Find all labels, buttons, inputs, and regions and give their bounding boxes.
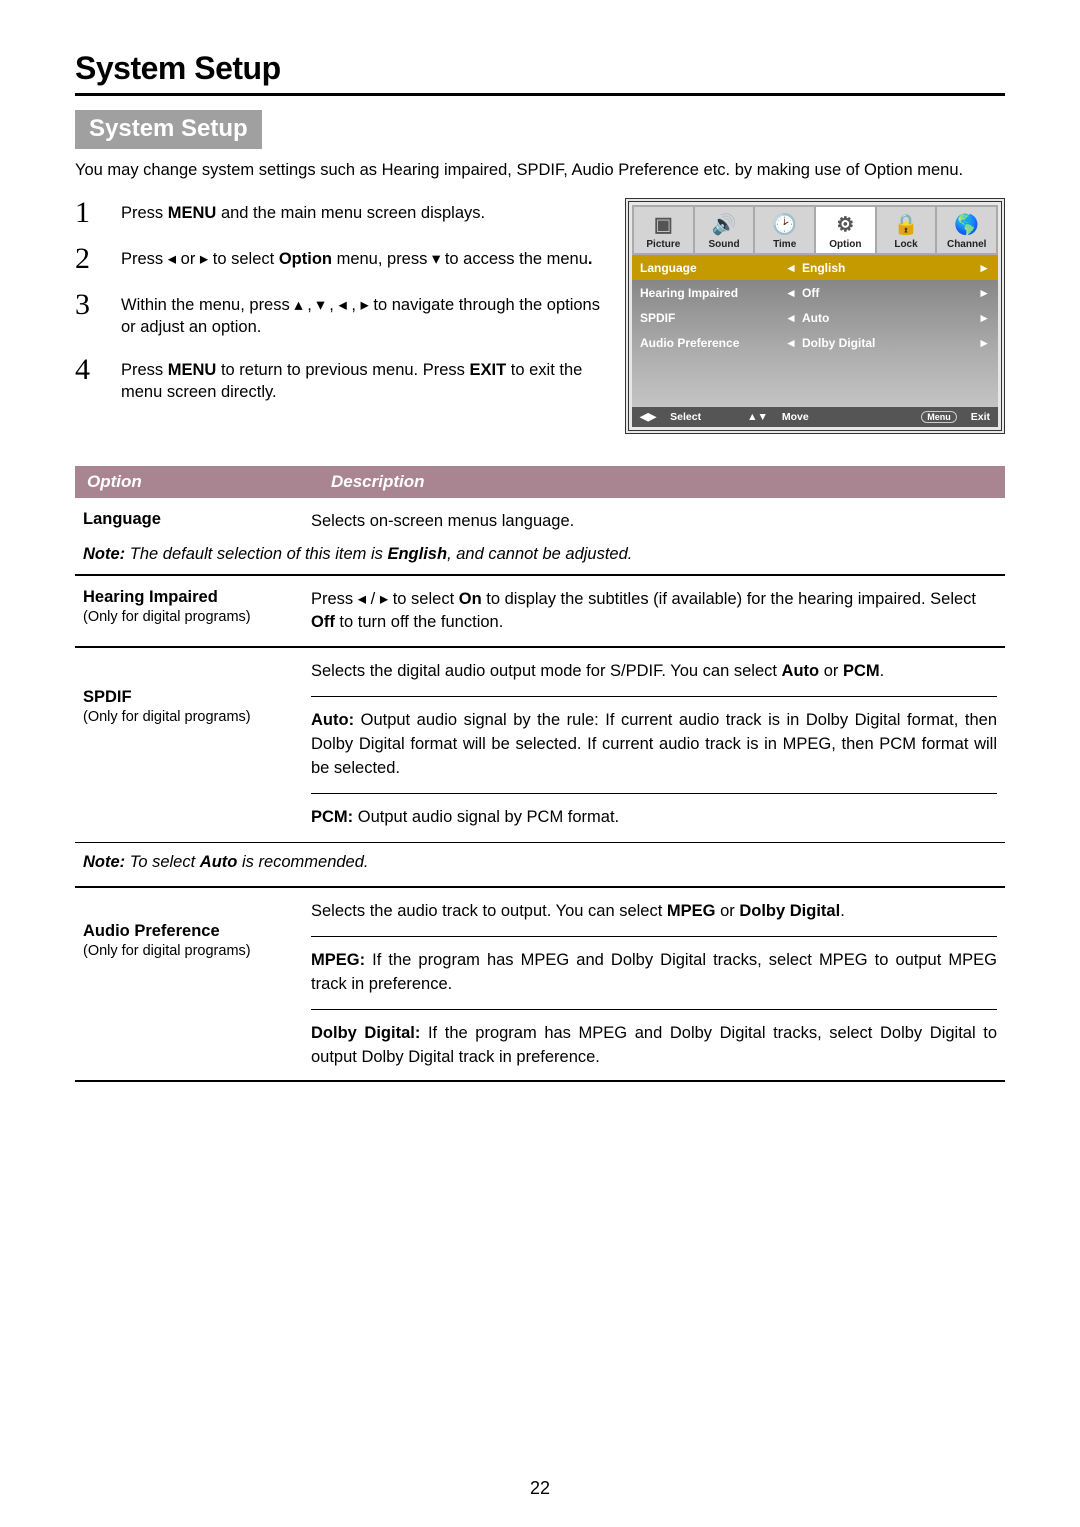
osd-row: SPDIF ◄ Auto ► [632,305,998,330]
osd-tab-channel: 🌎Channel [937,207,996,253]
osd-body: Language ◄ English ►Hearing Impaired ◄ O… [632,255,998,355]
picture-icon: ▣ [634,211,693,239]
step-text: Press ◂ or ▸ to select Option menu, pres… [121,244,593,270]
hearing-impaired-option: Hearing Impaired (Only for digital progr… [83,588,311,625]
step: 4 Press MENU to return to previous menu.… [75,355,601,404]
right-arrow-icon: ► [968,311,990,325]
right-arrow-icon: ► [968,261,990,275]
osd-row-label: Audio Preference [640,336,780,350]
step: 1 Press MENU and the main menu screen di… [75,198,601,228]
exit-label: Exit [971,411,990,423]
move-label: Move [782,411,809,423]
left-arrow-icon: ◄ [780,336,802,350]
language-desc: Selects on-screen menus language. [311,510,997,533]
language-option: Language [83,510,311,529]
option-icon: ⚙ [816,211,875,239]
row-language: Language Selects on-screen menus languag… [75,498,1005,545]
menu-button-icon: Menu [921,411,957,423]
head-option: Option [75,466,319,498]
row-spdif: SPDIF (Only for digital programs) Select… [75,648,1005,842]
osd-row-value: English [802,261,968,275]
osd-tab-picture: ▣Picture [634,207,693,253]
spdif-desc1: Selects the digital audio output mode fo… [311,660,997,696]
rule [75,1080,1005,1082]
osd-tab-option: ⚙Option [816,207,875,253]
row-audio-preference: Audio Preference (Only for digital progr… [75,888,1005,1080]
lock-icon: 🔒 [877,211,936,239]
osd-tabs: ▣Picture🔊Sound🕑Time⚙Option🔒Lock🌎Channel [632,205,998,255]
audio-pref-option: Audio Preference (Only for digital progr… [83,900,311,959]
spdif-option: SPDIF (Only for digital programs) [83,660,311,725]
step-number: 2 [75,244,101,274]
left-arrow-icon: ◄ [780,261,802,275]
page-number: 22 [0,1478,1080,1499]
osd-row-value: Off [802,286,968,300]
time-icon: 🕑 [755,211,814,239]
title-rule [75,93,1005,96]
osd-screenshot: ▣Picture🔊Sound🕑Time⚙Option🔒Lock🌎Channel … [625,198,1005,434]
options-table-head: Option Description [75,466,1005,498]
channel-icon: 🌎 [937,211,996,239]
move-icon: ▲▼ [747,411,768,423]
steps-list: 1 Press MENU and the main menu screen di… [75,198,601,434]
select-icon: ◀▶ [640,411,656,423]
select-label: Select [670,411,701,423]
section-badge: System Setup [75,110,262,149]
spdif-sub: (Only for digital programs) [83,709,303,725]
step-number: 1 [75,198,101,228]
osd-tab-sound: 🔊Sound [695,207,754,253]
audio-pref-desc2: MPEG: If the program has MPEG and Dolby … [311,937,997,1009]
audio-pref-descs: Selects the audio track to output. You c… [311,900,997,1080]
osd-tab-time: 🕑Time [755,207,814,253]
hearing-impaired-sub: (Only for digital programs) [83,609,303,625]
osd-footer: ◀▶ Select ▲▼ Move Menu Exit [632,407,998,427]
spdif-desc2: Auto: Output audio signal by the rule: I… [311,697,997,793]
osd-spacer [632,355,998,407]
step-text: Press MENU and the main menu screen disp… [121,198,485,224]
osd-row-label: SPDIF [640,311,780,325]
osd-row-label: Language [640,261,780,275]
audio-pref-desc1: Selects the audio track to output. You c… [311,900,997,936]
head-description: Description [319,466,1005,498]
row-hearing-impaired: Hearing Impaired (Only for digital progr… [75,576,1005,646]
spdif-note: Note: To select Auto is recommended. [75,843,1005,886]
page-title: System Setup [75,50,1005,87]
intro-text: You may change system settings such as H… [75,161,1005,180]
osd-row: Hearing Impaired ◄ Off ► [632,280,998,305]
step-text: Press MENU to return to previous menu. P… [121,355,601,404]
osd-tab-lock: 🔒Lock [877,207,936,253]
step-number: 3 [75,290,101,320]
language-note: Note: The default selection of this item… [75,545,1005,574]
osd-row: Audio Preference ◄ Dolby Digital ► [632,330,998,355]
osd-row-value: Auto [802,311,968,325]
step-text: Within the menu, press ▴ , ▾ , ◂ , ▸ to … [121,290,601,339]
step: 3 Within the menu, press ▴ , ▾ , ◂ , ▸ t… [75,290,601,339]
osd-row-value: Dolby Digital [802,336,968,350]
options-table: Option Description Language Selects on-s… [75,466,1005,1082]
step: 2 Press ◂ or ▸ to select Option menu, pr… [75,244,601,274]
left-arrow-icon: ◄ [780,311,802,325]
steps-and-osd-area: 1 Press MENU and the main menu screen di… [75,198,1005,434]
right-arrow-icon: ► [968,336,990,350]
audio-pref-sub: (Only for digital programs) [83,943,303,959]
spdif-desc3: PCM: Output audio signal by PCM format. [311,794,997,842]
hearing-impaired-desc: Press ◂ / ▸ to select On to display the … [311,588,997,634]
spdif-descs: Selects the digital audio output mode fo… [311,660,997,842]
step-number: 4 [75,355,101,385]
osd-row: Language ◄ English ► [632,255,998,280]
right-arrow-icon: ► [968,286,990,300]
left-arrow-icon: ◄ [780,286,802,300]
osd-row-label: Hearing Impaired [640,286,780,300]
sound-icon: 🔊 [695,211,754,239]
audio-pref-desc3: Dolby Digital: If the program has MPEG a… [311,1010,997,1080]
